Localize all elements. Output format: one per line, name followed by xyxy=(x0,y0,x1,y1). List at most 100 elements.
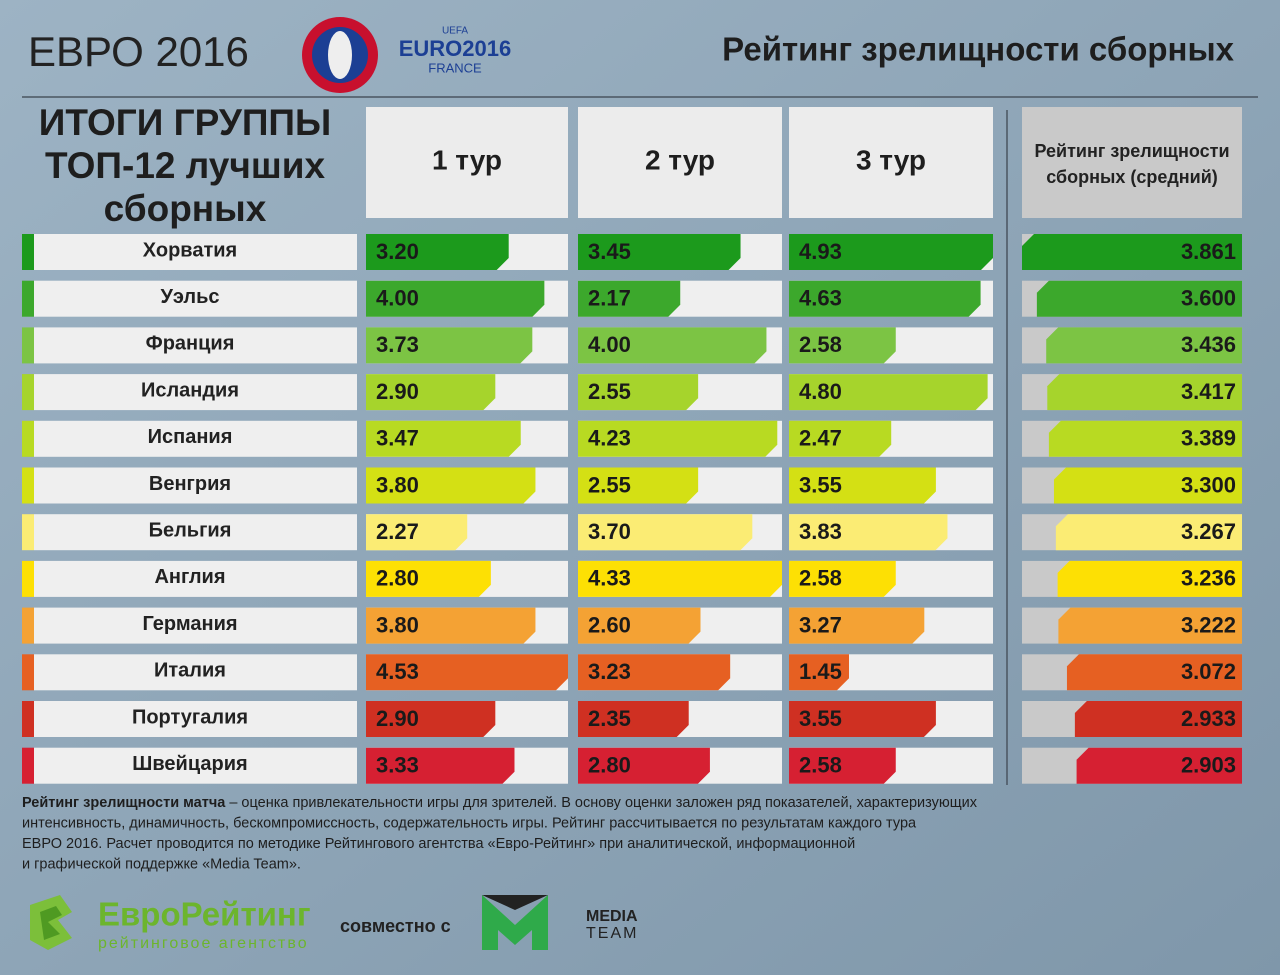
average-label: 3.072 xyxy=(1181,659,1236,684)
value-bar xyxy=(789,327,896,364)
value-label: 4.33 xyxy=(588,566,631,591)
value-label: 2.80 xyxy=(588,753,631,778)
value-bar xyxy=(366,280,545,317)
media: MEDIA xyxy=(586,908,638,925)
team-cell xyxy=(34,514,357,551)
logo-euro: EURO2016 xyxy=(399,36,512,61)
value-bar xyxy=(366,560,491,597)
value-bar xyxy=(789,514,948,551)
average-header-box xyxy=(1022,107,1242,218)
average-bar xyxy=(1074,701,1242,737)
team-cell xyxy=(34,747,357,784)
average-label: 3.236 xyxy=(1181,566,1236,591)
value-bar xyxy=(789,607,925,644)
value-bar xyxy=(366,467,536,504)
value-label: 4.93 xyxy=(799,239,842,264)
average-header: сборных (средний) xyxy=(1046,167,1218,187)
team-cell xyxy=(34,280,357,317)
team-strip xyxy=(22,467,34,504)
value-bar xyxy=(578,280,681,317)
team-strip xyxy=(22,654,34,691)
team-strip xyxy=(22,234,34,270)
average-label: 3.600 xyxy=(1181,286,1236,311)
team-strip xyxy=(22,374,34,411)
value-label: 4.00 xyxy=(588,332,631,357)
value-label: 1.45 xyxy=(799,659,842,684)
team-strip xyxy=(22,560,34,597)
euro-rating-sub: рейтинговое агентство xyxy=(98,935,309,952)
value-label: 2.58 xyxy=(799,566,842,591)
team-cell xyxy=(34,654,357,691)
average-bar xyxy=(1058,607,1242,644)
footer-lead: Рейтинг зрелищности матча xyxy=(22,795,226,811)
team-strip xyxy=(22,701,34,737)
average-bar xyxy=(1047,374,1242,411)
team-cell xyxy=(34,374,357,411)
column-header-box xyxy=(578,107,782,218)
team-strip xyxy=(22,514,34,551)
value-label: 2.17 xyxy=(588,286,631,311)
team: TEAM xyxy=(586,925,638,942)
team-strip xyxy=(22,327,34,364)
value-bar xyxy=(578,747,710,784)
value-label: 2.90 xyxy=(376,706,419,731)
media-team-logo xyxy=(482,895,548,950)
value-bar xyxy=(789,747,896,784)
average-label: 3.861 xyxy=(1181,239,1236,264)
value-bar xyxy=(578,420,778,457)
euro-rating: ЕвроРейтинг xyxy=(98,896,311,933)
value-label: 3.55 xyxy=(799,472,842,497)
team-strip xyxy=(22,747,34,784)
value-label: 3.23 xyxy=(588,659,631,684)
value-bar xyxy=(578,327,767,364)
average-bar xyxy=(1066,654,1242,691)
column-header-box xyxy=(366,107,568,218)
team-name: Франция xyxy=(146,333,235,355)
value-bar xyxy=(366,747,515,784)
value-label: 3.80 xyxy=(376,472,419,497)
average-label: 3.389 xyxy=(1181,426,1236,451)
team-name: Венгрия xyxy=(149,473,231,495)
team-strip xyxy=(22,280,34,317)
value-bar xyxy=(789,560,896,597)
average-label: 2.933 xyxy=(1181,706,1236,731)
value-bar xyxy=(578,701,689,737)
footer-line: и графической поддержке «Media Team». xyxy=(22,856,301,872)
value-bar xyxy=(578,514,753,551)
average-bar xyxy=(1036,280,1242,317)
value-bar xyxy=(789,701,936,737)
value-label: 2.47 xyxy=(799,426,842,451)
value-label: 3.80 xyxy=(376,612,419,637)
value-label: 4.53 xyxy=(376,659,419,684)
column-header-box xyxy=(789,107,993,218)
average-bar xyxy=(1022,234,1242,270)
column-header: 2 тур xyxy=(645,144,715,175)
team-strip xyxy=(22,607,34,644)
value-label: 2.27 xyxy=(376,519,419,544)
value-label: 3.55 xyxy=(799,706,842,731)
team-name: Португалия xyxy=(132,706,248,728)
value-label: 3.70 xyxy=(588,519,631,544)
team-cell xyxy=(34,234,357,270)
value-bar xyxy=(366,327,533,364)
average-label: 3.417 xyxy=(1181,379,1236,404)
value-bar xyxy=(366,607,536,644)
team-name: Италия xyxy=(154,660,226,682)
average-label: 3.267 xyxy=(1181,519,1236,544)
column-header: 3 тур xyxy=(856,144,926,175)
footer-line: – оценка привлекательности игры для зрит… xyxy=(229,795,977,811)
title-left: ЕВРО 2016 xyxy=(28,28,249,75)
logo-france: FRANCE xyxy=(428,60,482,75)
value-bar xyxy=(366,420,521,457)
average-label: 3.222 xyxy=(1181,612,1236,637)
team-strip xyxy=(22,420,34,457)
value-label: 2.60 xyxy=(588,612,631,637)
value-label: 2.80 xyxy=(376,566,419,591)
value-label: 2.55 xyxy=(588,472,631,497)
media-team-logo-top xyxy=(482,895,548,910)
team-name: Хорватия xyxy=(143,239,237,261)
value-bar xyxy=(578,560,782,597)
value-bar xyxy=(366,654,568,691)
value-bar xyxy=(789,654,849,691)
column-header: 1 тур xyxy=(432,144,502,175)
